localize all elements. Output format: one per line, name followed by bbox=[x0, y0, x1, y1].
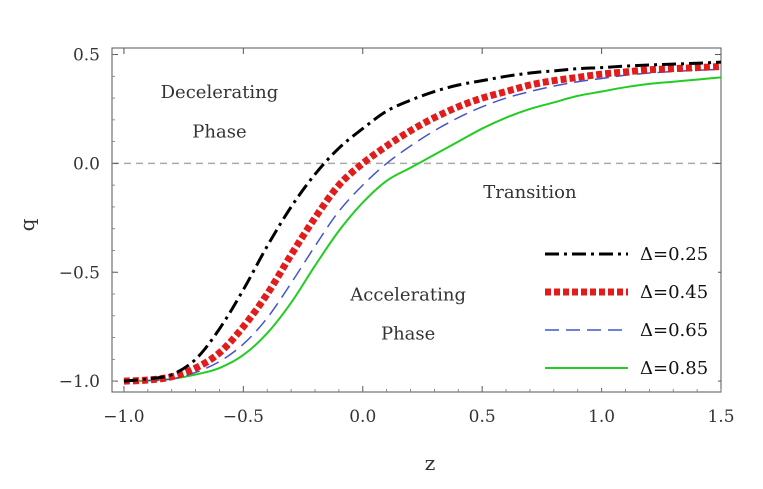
y-axis-title: q bbox=[15, 218, 39, 231]
series-line-3 bbox=[123, 76, 722, 383]
legend-box bbox=[528, 232, 718, 388]
annotation-label: Accelerating bbox=[349, 285, 466, 306]
x-tick-label: 1.5 bbox=[707, 407, 734, 427]
legend-entry-label: Δ=0.65 bbox=[640, 320, 708, 341]
series-line-0 bbox=[123, 60, 722, 383]
series-line-1 bbox=[123, 63, 722, 385]
y-tick-label: 0.5 bbox=[73, 46, 100, 66]
plot-frame bbox=[111, 47, 722, 393]
annotation-label: Transition bbox=[483, 182, 577, 203]
x-tick-label: 1.0 bbox=[588, 407, 615, 427]
annotation-label: Phase bbox=[381, 324, 435, 345]
legend-entry-label: Δ=0.25 bbox=[640, 244, 708, 265]
x-tick-label: 0.5 bbox=[469, 407, 496, 427]
annotation-label: Phase bbox=[192, 121, 246, 142]
annotation-label: Decelerating bbox=[161, 82, 279, 103]
x-tick-label: −0.5 bbox=[223, 407, 264, 427]
x-axis-title: z bbox=[425, 451, 436, 475]
x-tick-label: 0.0 bbox=[349, 407, 376, 427]
x-tick-label: −1.0 bbox=[103, 407, 144, 427]
legend-entry-label: Δ=0.85 bbox=[640, 358, 708, 379]
y-tick-label: 0.0 bbox=[73, 154, 100, 174]
y-tick-label: −1.0 bbox=[59, 372, 100, 392]
legend-entry-label: Δ=0.45 bbox=[640, 282, 708, 303]
y-tick-label: −0.5 bbox=[59, 263, 100, 283]
